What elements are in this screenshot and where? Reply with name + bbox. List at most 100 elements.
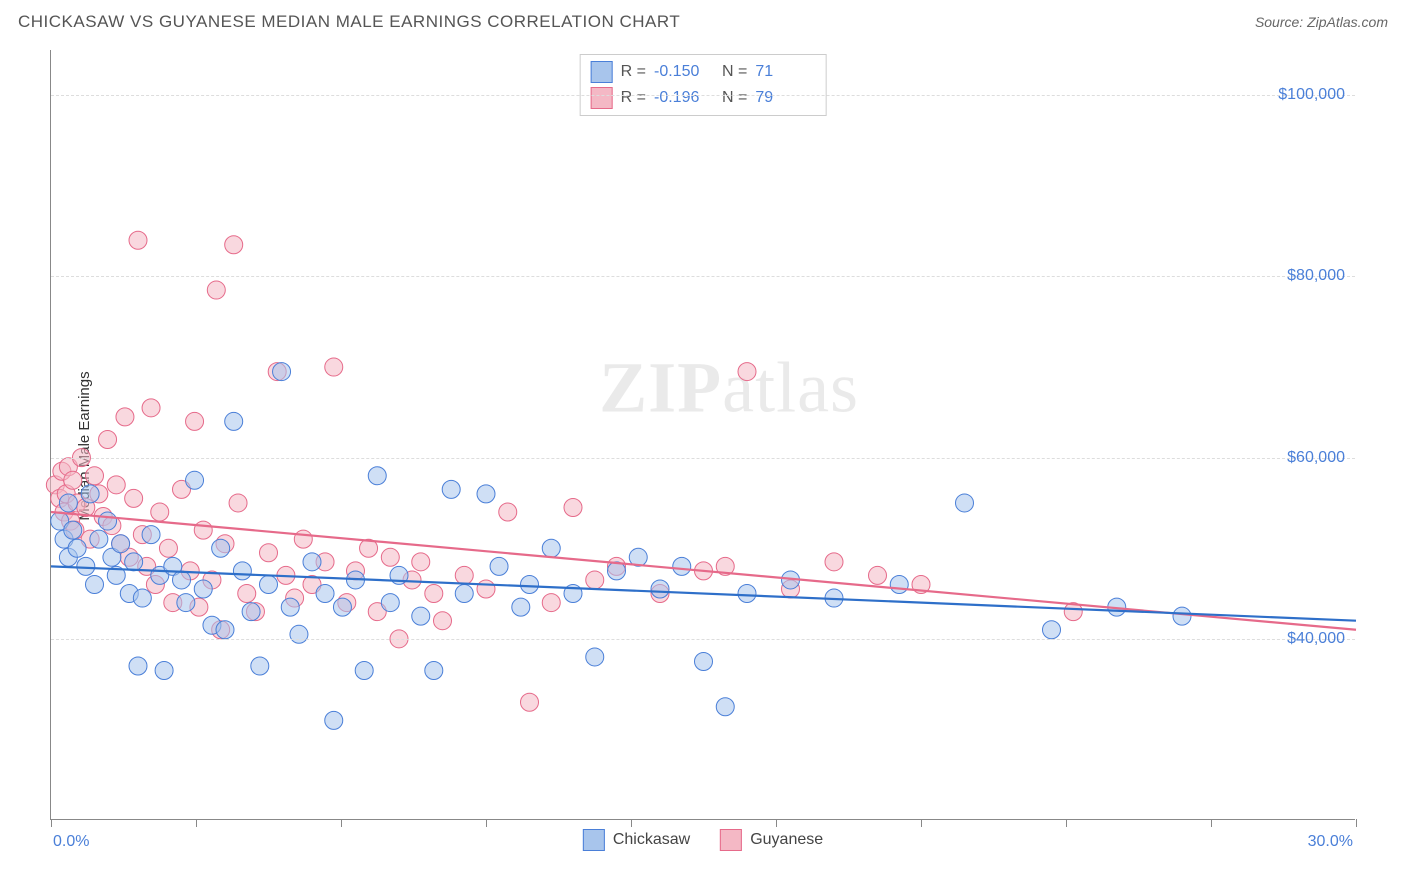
scatter-point — [490, 557, 508, 575]
scatter-point — [186, 412, 204, 430]
scatter-point — [99, 431, 117, 449]
legend-swatch-chickasaw — [591, 61, 613, 83]
r-label: R = — [621, 63, 646, 81]
scatter-point — [233, 562, 251, 580]
scatter-point — [281, 598, 299, 616]
chart-title: CHICKASAW VS GUYANESE MEDIAN MALE EARNIN… — [18, 12, 680, 32]
scatter-point — [368, 467, 386, 485]
chart-plot-area: ZIPatlas R = -0.150 N = 71 R = -0.196 N … — [50, 50, 1355, 820]
legend-swatch-chickasaw — [583, 829, 605, 851]
scatter-point — [1173, 607, 1191, 625]
r-label: R = — [621, 89, 646, 107]
scatter-point — [64, 471, 82, 489]
scatter-point — [542, 594, 560, 612]
source-attribution: Source: ZipAtlas.com — [1255, 14, 1388, 30]
scatter-point — [129, 657, 147, 675]
y-tick-label: $100,000 — [1278, 86, 1345, 104]
scatter-point — [86, 575, 104, 593]
x-tick — [921, 819, 922, 827]
scatter-point — [260, 575, 278, 593]
scatter-point — [125, 489, 143, 507]
scatter-point — [425, 662, 443, 680]
scatter-point — [238, 585, 256, 603]
scatter-point — [956, 494, 974, 512]
scatter-point — [225, 412, 243, 430]
legend-swatch-guyanese — [720, 829, 742, 851]
scatter-point — [242, 603, 260, 621]
scatter-point — [229, 494, 247, 512]
n-value-chickasaw: 71 — [755, 63, 815, 81]
legend-series: Chickasaw Guyanese — [583, 829, 823, 851]
scatter-point — [159, 539, 177, 557]
scatter-point — [194, 521, 212, 539]
scatter-point — [260, 544, 278, 562]
scatter-point — [477, 485, 495, 503]
source-name: ZipAtlas.com — [1307, 14, 1388, 30]
scatter-point — [294, 530, 312, 548]
scatter-point — [155, 662, 173, 680]
scatter-point — [142, 526, 160, 544]
scatter-point — [333, 598, 351, 616]
scatter-point — [695, 652, 713, 670]
scatter-point — [129, 231, 147, 249]
scatter-point — [325, 711, 343, 729]
scatter-point — [673, 557, 691, 575]
scatter-point — [586, 648, 604, 666]
scatter-point — [107, 476, 125, 494]
scatter-point — [381, 594, 399, 612]
n-label: N = — [722, 89, 747, 107]
x-tick — [1211, 819, 1212, 827]
n-value-guyanese: 79 — [755, 89, 815, 107]
scatter-point — [434, 612, 452, 630]
scatter-point — [186, 471, 204, 489]
scatter-point — [251, 657, 269, 675]
scatter-point — [521, 575, 539, 593]
y-tick-label: $40,000 — [1287, 630, 1345, 648]
scatter-point — [412, 553, 430, 571]
scatter-point — [81, 485, 99, 503]
scatter-point — [303, 553, 321, 571]
scatter-point — [125, 553, 143, 571]
x-tick — [1356, 819, 1357, 827]
x-tick — [196, 819, 197, 827]
scatter-point — [564, 498, 582, 516]
x-tick-label-min: 0.0% — [53, 833, 89, 851]
x-tick — [776, 819, 777, 827]
scatter-point — [355, 662, 373, 680]
scatter-point — [116, 408, 134, 426]
scatter-point — [455, 585, 473, 603]
x-tick — [341, 819, 342, 827]
gridline-horizontal — [51, 458, 1355, 459]
scatter-point — [99, 512, 117, 530]
scatter-point — [59, 494, 77, 512]
legend-stats-box: R = -0.150 N = 71 R = -0.196 N = 79 — [580, 54, 827, 116]
scatter-point — [212, 539, 230, 557]
scatter-point — [151, 503, 169, 521]
scatter-point — [112, 535, 130, 553]
scatter-point — [738, 585, 756, 603]
scatter-point — [512, 598, 530, 616]
scatter-point — [477, 580, 495, 598]
r-value-guyanese: -0.196 — [654, 89, 714, 107]
scatter-point — [455, 566, 473, 584]
scatter-point — [225, 236, 243, 254]
x-tick — [1066, 819, 1067, 827]
scatter-point — [64, 521, 82, 539]
scatter-point — [90, 530, 108, 548]
scatter-point — [381, 548, 399, 566]
legend-label-chickasaw: Chickasaw — [613, 831, 690, 849]
x-tick — [486, 819, 487, 827]
legend-label-guyanese: Guyanese — [750, 831, 823, 849]
scatter-point — [425, 585, 443, 603]
x-tick — [631, 819, 632, 827]
scatter-point — [499, 503, 517, 521]
scatter-point — [651, 580, 669, 598]
scatter-point — [1043, 621, 1061, 639]
x-tick-label-max: 30.0% — [1308, 833, 1353, 851]
legend-stats-row: R = -0.150 N = 71 — [591, 59, 816, 85]
scatter-point — [325, 358, 343, 376]
scatter-point — [290, 625, 308, 643]
scatter-point — [869, 566, 887, 584]
gridline-horizontal — [51, 276, 1355, 277]
scatter-point — [825, 553, 843, 571]
